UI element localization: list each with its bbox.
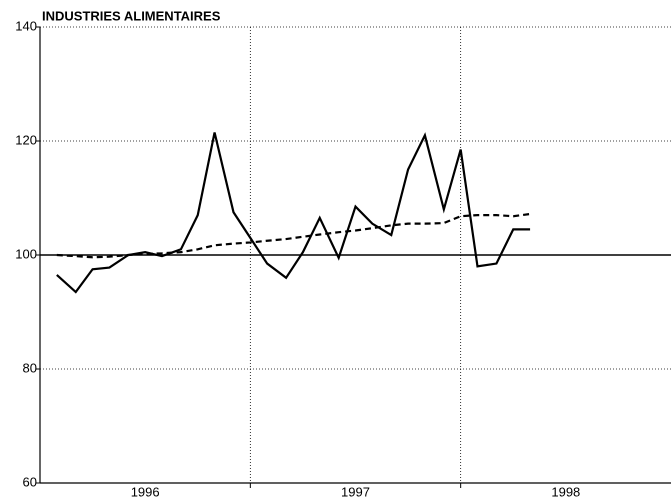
line-series	[56, 132, 531, 294]
y-tick-label: 120	[15, 132, 37, 147]
y-tick-label: 140	[15, 18, 37, 33]
y-tick-label: 80	[23, 360, 37, 375]
x-tick-label: 1996	[131, 484, 160, 499]
x-tick-label: 1997	[341, 484, 370, 499]
line-series	[56, 212, 531, 259]
x-tick-label: 1998	[551, 484, 580, 499]
y-tick-label: 100	[15, 246, 37, 261]
y-tick-label: 60	[23, 474, 37, 489]
chart-title: INDUSTRIES ALIMENTAIRES	[42, 8, 221, 23]
